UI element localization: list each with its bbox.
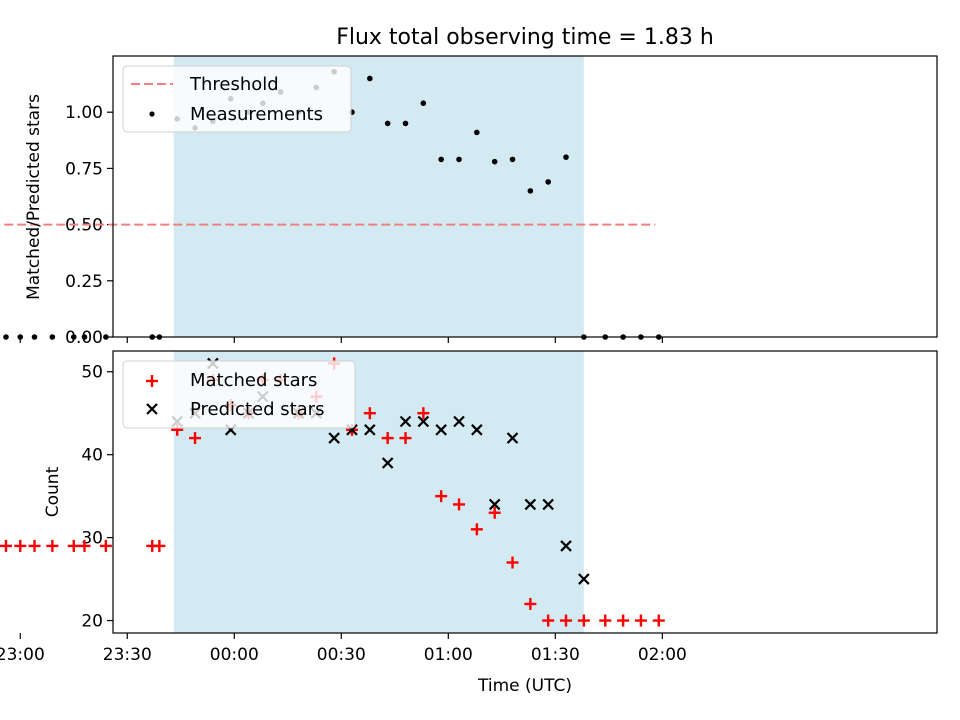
matched-star-point [46, 539, 59, 552]
matched-star-point [67, 539, 80, 552]
matched-star-point [363, 407, 376, 420]
measurement-point [3, 334, 9, 340]
matched-star-point [577, 614, 590, 627]
bottom-y-tick-label: 50 [81, 363, 103, 383]
matched-star-point [417, 407, 430, 420]
legend-predicted-swatch [146, 403, 158, 415]
measurement-point [49, 334, 56, 340]
top-plot-frame [112, 55, 938, 338]
predicted-star-point [399, 415, 412, 428]
bottom-x-tick-label: 23:00 [0, 645, 45, 665]
measurement-point [491, 158, 498, 165]
predicted-star-point [453, 415, 465, 428]
bottom-x-tick-label: 23:30 [103, 645, 152, 665]
chart-title: Flux total observing time = 1.83 h [336, 25, 714, 50]
predicted-star-point [417, 415, 430, 428]
measurement-point [367, 75, 373, 82]
matched-star-point [189, 432, 202, 445]
legend-predicted-label: Predicted stars [190, 399, 324, 420]
top-x-ticks [19, 337, 663, 343]
matched-star-point [634, 614, 647, 627]
top-y-tick-label: 0.75 [65, 159, 103, 179]
predicted-star-point [560, 540, 572, 552]
matched-star-point [524, 597, 537, 610]
matched-star-point [488, 506, 501, 519]
matched-star-point [599, 614, 612, 627]
bottom-legend: Matched stars Predicted stars [122, 360, 356, 429]
x-axis-label: Time (UTC) [477, 676, 572, 696]
top-legend: Threshold Measurements [122, 65, 352, 133]
matched-star-point [99, 539, 112, 552]
bottom-x-tick-label: 02:00 [638, 645, 687, 665]
legend-threshold-label: Threshold [189, 74, 279, 95]
matched-star-point [542, 614, 555, 627]
measurement-point [527, 188, 534, 194]
matched-star-point [28, 539, 41, 552]
matched-star-point [470, 523, 483, 536]
measurement-point [563, 154, 569, 160]
bottom-y-tick-label: 40 [81, 446, 103, 466]
matched-star-point [78, 539, 91, 552]
bottom-x-tick-label: 01:00 [424, 645, 473, 665]
predicted-star-point [471, 424, 483, 436]
legend-matched-label: Matched stars [190, 370, 317, 391]
matched-star-point [153, 539, 166, 552]
legend-matched-swatch [146, 375, 158, 387]
top-y-axis-label: Matched/Predicted stars [24, 94, 44, 300]
bottom-y-axis: 20 30 40 50 [81, 363, 113, 632]
measurement-point [384, 120, 391, 127]
measurement-point [70, 334, 77, 340]
predicted-star-point [506, 432, 519, 444]
top-y-tick-label: 0.25 [65, 272, 103, 292]
measurement-point [103, 334, 109, 340]
measurement-point [438, 156, 444, 163]
matched-star-point [506, 556, 519, 569]
measurement-point [402, 120, 409, 127]
predicted-star-point [488, 498, 501, 511]
measurement-point [545, 179, 551, 185]
predicted-star-point [435, 424, 447, 436]
top-y-axis: 0.000.250.500.751.00 [65, 103, 113, 348]
predicted-star-point [578, 573, 590, 585]
bottom-x-tick-label: 00:00 [210, 645, 259, 665]
bottom-plot-frame [112, 350, 938, 634]
predicted-star-point [524, 498, 537, 511]
measurement-point [31, 334, 38, 340]
measurement-point [456, 156, 462, 163]
matched-star-point [560, 614, 573, 627]
bottom-x-tick-label: 00:30 [317, 645, 366, 665]
top-y-tick-label: 1.00 [65, 103, 103, 123]
matched-star-point [0, 539, 12, 552]
matched-star-point [652, 614, 665, 627]
bottom-y-tick-label: 30 [81, 529, 103, 549]
predicted-star-point [364, 424, 376, 436]
legend-measurements-swatch [149, 111, 155, 117]
matched-star-point [453, 498, 466, 511]
top-panel: 0.000.250.500.751.00 Matched/Predicted s… [0, 55, 938, 348]
predicted-star-point [381, 457, 394, 469]
measurement-point [474, 129, 480, 136]
predicted-star-point [542, 498, 554, 511]
measurement-point [420, 100, 427, 107]
bottom-y-axis-label: Count [43, 466, 63, 517]
matched-star-point [399, 432, 412, 445]
measurement-point [509, 156, 516, 163]
legend-measurements-label: Measurements [190, 104, 323, 125]
bottom-x-tick-label: 01:30 [531, 645, 580, 665]
bottom-y-tick-label: 20 [81, 612, 103, 632]
matched-star-point [381, 432, 394, 445]
measurement-point [81, 334, 88, 340]
predicted-star-point [328, 432, 340, 444]
matched-star-point [617, 614, 630, 627]
matched-star-point [14, 539, 27, 552]
matched-star-point [435, 490, 448, 503]
